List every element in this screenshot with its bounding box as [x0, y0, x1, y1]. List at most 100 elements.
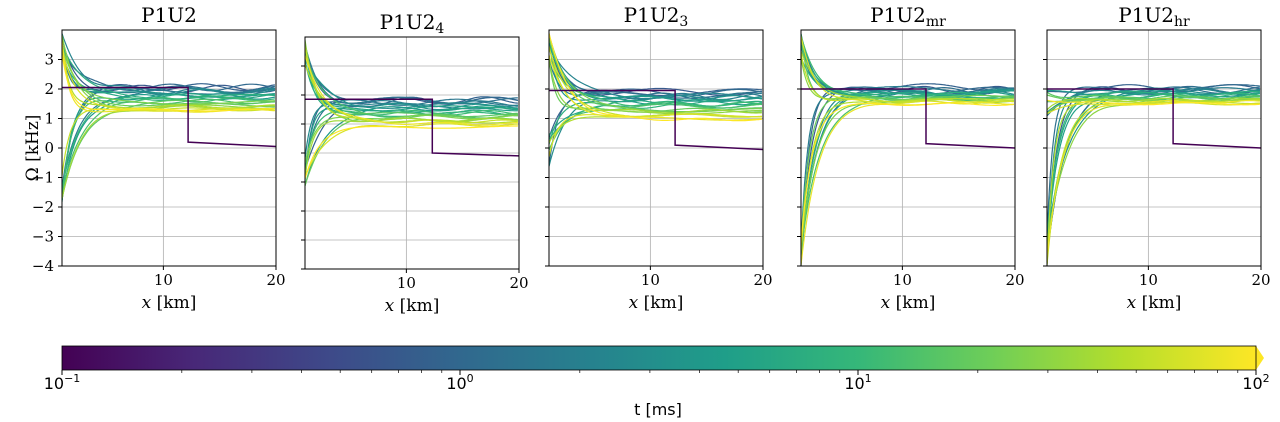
- x-tick-label: 10: [893, 271, 912, 289]
- colorbar: 10−1 100 101 102 t [ms]: [44, 345, 1270, 419]
- series-line: [801, 97, 1014, 254]
- x-axis-label: x [km]: [142, 293, 197, 313]
- colorbar-label: t [ms]: [634, 400, 682, 419]
- x-tick-label: 20: [266, 271, 285, 289]
- series-line: [1047, 87, 1261, 258]
- colorbar-gradient: [62, 346, 1256, 370]
- y-tick-label: 1: [44, 110, 54, 128]
- x-tick-label: 10: [1139, 271, 1158, 289]
- y-axis-label: Ω [kHz]: [23, 115, 43, 182]
- series-line: [62, 53, 275, 112]
- series-line: [305, 64, 518, 124]
- series-line: [305, 117, 518, 177]
- x-axis-label: x [km]: [1127, 293, 1182, 313]
- panel-title: P1U2hr: [1118, 3, 1190, 30]
- colorbar-tick-label: 101: [844, 372, 871, 393]
- grid: [1047, 30, 1262, 267]
- colorbar-frame: [61, 345, 1257, 371]
- initial-profile-line: [801, 88, 1015, 149]
- y-tick-label: 0: [44, 139, 54, 157]
- x-axis-label: x [km]: [385, 296, 440, 316]
- y-tick-label: 3: [44, 51, 54, 69]
- grid: [62, 30, 277, 267]
- series-line: [62, 45, 275, 106]
- series-line: [1047, 95, 1260, 255]
- series-line: [1047, 88, 1260, 113]
- panel-3: P1U23 10 20 x [km]: [545, 3, 773, 313]
- panel-4: P1U2mr 10 20 x [km]: [797, 3, 1025, 313]
- series-line: [801, 36, 1014, 105]
- grid: [801, 30, 1016, 267]
- series-line: [1047, 89, 1260, 98]
- series-group: [549, 33, 763, 167]
- panel-1: P1U2 10 20 −4 −3 −2 −1 0 1 2 3 x [km]: [32, 3, 286, 313]
- initial-profile-line: [1047, 88, 1261, 149]
- series-line: [801, 90, 1014, 254]
- series-line: [1047, 84, 1260, 257]
- series-line: [801, 83, 1015, 263]
- colorbar-ticks: 10−1 100 101 102: [44, 370, 1270, 393]
- series-line: [1047, 85, 1261, 265]
- series-line: [549, 45, 762, 114]
- series-line: [549, 113, 762, 157]
- panel-5: P1U2hr 10 20 x [km]: [1043, 3, 1271, 313]
- series-line: [1047, 89, 1260, 239]
- x-tick-label: 10: [397, 274, 416, 292]
- series-line: [801, 97, 1014, 250]
- series-line: [305, 123, 518, 178]
- x-tick-label: 20: [1251, 271, 1270, 289]
- series-line: [801, 95, 1014, 252]
- series-line: [305, 55, 518, 126]
- x-tick-label: 20: [1005, 271, 1024, 289]
- colorbar-tick-label: 10−1: [44, 372, 81, 393]
- series-line: [62, 97, 275, 197]
- colorbar-tick-label: 100: [446, 372, 473, 393]
- x-tick-label: 20: [509, 274, 528, 292]
- series-line: [801, 85, 1014, 248]
- x-tick-label: 10: [641, 271, 660, 289]
- series-line: [1047, 92, 1260, 237]
- series-line: [305, 105, 518, 181]
- series-line: [1047, 99, 1260, 265]
- series-line: [1047, 99, 1260, 106]
- series-line: [1047, 101, 1260, 115]
- initial-profile-line: [549, 89, 763, 151]
- series-line: [305, 43, 518, 108]
- grid: [305, 37, 520, 270]
- x-tick-label: 10: [154, 271, 173, 289]
- panels: P1U2 10 20 −4 −3 −2 −1 0 1 2 3 x [km] P1U24 10 20 x [km…: [32, 3, 1271, 316]
- initial-profile-line: [305, 98, 519, 157]
- series-line: [801, 102, 1014, 243]
- series-line: [62, 40, 275, 109]
- series-group: [305, 39, 519, 186]
- series-line: [305, 109, 518, 174]
- series-line: [1047, 86, 1260, 239]
- series-line: [62, 44, 276, 92]
- series-line: [62, 94, 276, 203]
- series-line: [549, 103, 762, 151]
- series-group: [1047, 84, 1261, 266]
- panel-title: P1U23: [624, 3, 689, 30]
- series-line: [549, 113, 762, 144]
- series-line: [549, 33, 762, 122]
- series-line: [305, 45, 518, 118]
- series-line: [549, 36, 762, 96]
- series-line: [549, 56, 763, 108]
- x-axis-label: x [km]: [629, 293, 684, 313]
- series-group: [801, 33, 1015, 266]
- series-line: [1047, 100, 1260, 258]
- series-line: [305, 125, 518, 179]
- series-line: [62, 44, 275, 100]
- y-tick-label: −1: [32, 169, 54, 187]
- series-line: [1047, 87, 1260, 257]
- series-line: [549, 100, 762, 145]
- series-line: [305, 46, 518, 124]
- series-line: [549, 37, 763, 100]
- y-tick-label: −2: [32, 198, 54, 216]
- series-line: [549, 94, 763, 167]
- panel-title: P1U24: [380, 10, 445, 37]
- y-tick-label: −3: [32, 228, 54, 246]
- x-tick-label: 20: [753, 271, 772, 289]
- panel-title: P1U2: [141, 3, 197, 27]
